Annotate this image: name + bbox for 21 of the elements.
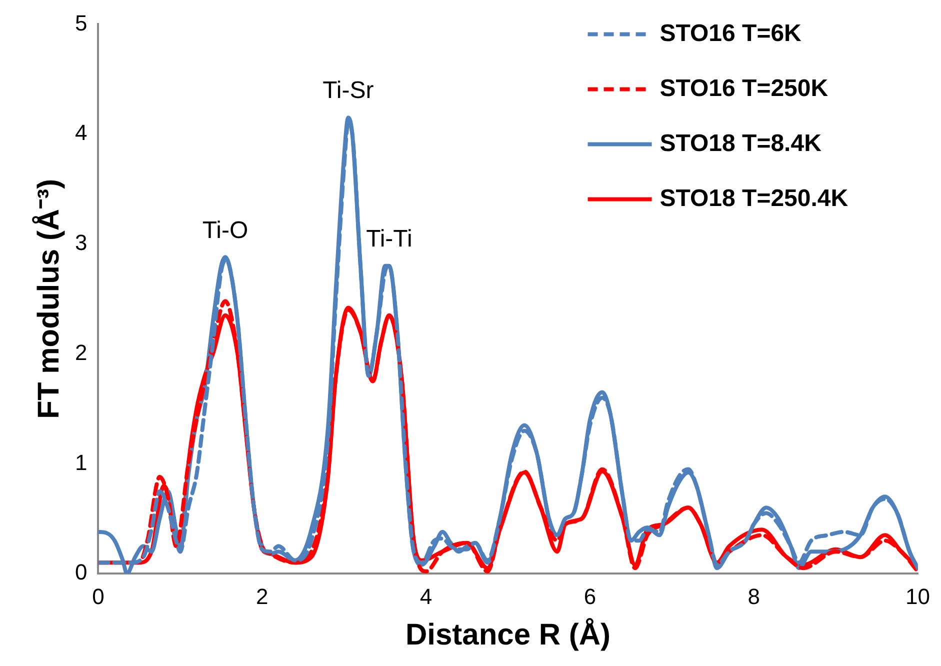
legend-label: STO18 T=250.4K: [660, 184, 849, 212]
annotation: Ti-Sr: [322, 77, 374, 104]
x-tick-label: 6: [584, 584, 596, 609]
legend-label: STO18 T=8.4K: [660, 130, 822, 157]
x-axis-title: Distance R (Å): [405, 617, 611, 652]
y-tick-label: 1: [74, 450, 88, 475]
x-tick-label: 4: [420, 584, 432, 609]
y-tick-label: 4: [74, 120, 88, 146]
y-tick-label: 3: [74, 230, 88, 256]
y-tick-label: 2: [74, 340, 88, 365]
x-tick-label: 2: [256, 584, 268, 609]
x-tick-label: 10: [906, 584, 930, 609]
y-tick-label: 0: [74, 560, 88, 585]
y-tick-label: 5: [74, 10, 88, 36]
annotation: Ti-Ti: [366, 226, 412, 253]
annotation: Ti-O: [202, 216, 248, 244]
y-axis-title: FT modulus (Å⁻³): [31, 178, 66, 419]
x-tick-label: 0: [92, 584, 104, 609]
legend-label: STO16 T=250K: [660, 74, 829, 102]
legend-label: STO16 T=6K: [660, 20, 802, 47]
x-tick-label: 8: [748, 584, 760, 609]
